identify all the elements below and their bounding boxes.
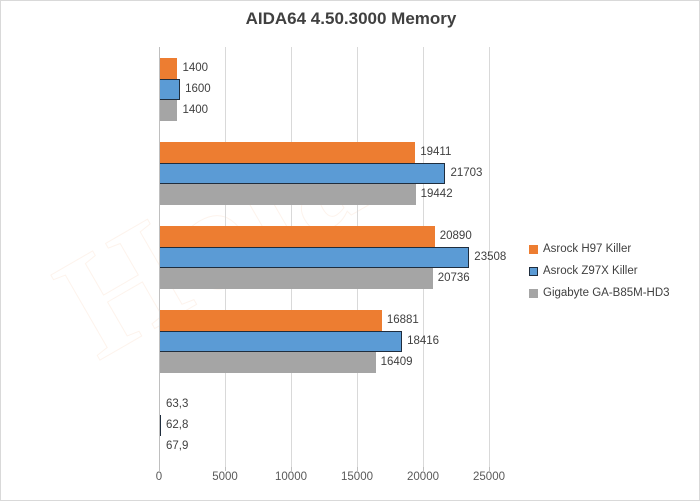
bar-value-label: 20890 bbox=[439, 230, 472, 242]
bar bbox=[159, 246, 470, 268]
chart-legend: Asrock H97 Killer Asrock Z97X Killer Gigab… bbox=[529, 238, 670, 304]
bar-value-label: 16409 bbox=[380, 356, 413, 368]
bar-value-label: 18416 bbox=[407, 335, 440, 347]
bar-value-label: 20736 bbox=[437, 272, 470, 284]
x-axis-tick-label: 10000 bbox=[275, 471, 307, 483]
legend-swatch-icon bbox=[529, 266, 538, 276]
bar bbox=[159, 57, 178, 79]
legend-item[interactable]: Gigabyte GA-B85M-HD3 bbox=[529, 282, 670, 304]
bar bbox=[159, 99, 178, 121]
x-axis-tick-label: 0 bbox=[155, 471, 163, 483]
legend-item[interactable]: Asrock H97 Killer bbox=[529, 238, 670, 260]
x-axis-line bbox=[159, 467, 523, 468]
bar bbox=[159, 309, 382, 331]
bar-value-label: 1400 bbox=[182, 62, 209, 74]
plot-area bbox=[159, 47, 522, 467]
bar bbox=[159, 141, 416, 163]
bar-value-label: 63,3 bbox=[166, 398, 189, 410]
bar bbox=[159, 162, 446, 184]
bar-value-label: 21703 bbox=[450, 167, 483, 179]
chart-title: AIDA64 4.50.3000 Memory bbox=[245, 9, 457, 28]
gridline bbox=[489, 47, 490, 467]
bar bbox=[159, 225, 435, 247]
x-axis-tick-label: 5000 bbox=[212, 471, 238, 483]
bar-value-label: 23508 bbox=[474, 251, 507, 263]
x-tick-mark bbox=[159, 467, 160, 471]
x-tick-mark bbox=[423, 467, 424, 471]
legend-swatch-icon bbox=[529, 288, 538, 298]
x-axis-tick-label: 20000 bbox=[407, 471, 439, 483]
legend-label: Gigabyte GA-B85M-HD3 bbox=[543, 287, 670, 299]
bar bbox=[159, 78, 181, 100]
x-tick-mark bbox=[291, 467, 292, 471]
legend-item[interactable]: Asrock Z97X Killer bbox=[529, 260, 670, 282]
bar-value-label: 62,8 bbox=[166, 419, 189, 431]
bar-value-label: 67,9 bbox=[166, 440, 189, 452]
bar-value-label: 16881 bbox=[386, 314, 419, 326]
y-axis-line bbox=[159, 47, 160, 467]
legend-label: Asrock Z97X Killer bbox=[543, 265, 638, 277]
bar-value-label: 1400 bbox=[182, 104, 209, 116]
bar-value-label: 19442 bbox=[420, 188, 453, 200]
bar bbox=[159, 267, 433, 289]
bar-value-label: 19411 bbox=[420, 146, 452, 158]
legend-label: Asrock H97 Killer bbox=[543, 243, 632, 255]
x-axis-tick-label: 15000 bbox=[341, 471, 373, 483]
x-tick-mark bbox=[489, 467, 490, 471]
x-tick-mark bbox=[357, 467, 358, 471]
x-axis-tick-label: 25000 bbox=[473, 471, 505, 483]
legend-swatch-icon bbox=[529, 244, 538, 254]
bar bbox=[159, 351, 376, 373]
bar bbox=[159, 183, 416, 205]
bar bbox=[159, 330, 403, 352]
bar-value-label: 1600 bbox=[185, 83, 211, 95]
x-tick-mark bbox=[225, 467, 226, 471]
bar bbox=[159, 414, 161, 436]
